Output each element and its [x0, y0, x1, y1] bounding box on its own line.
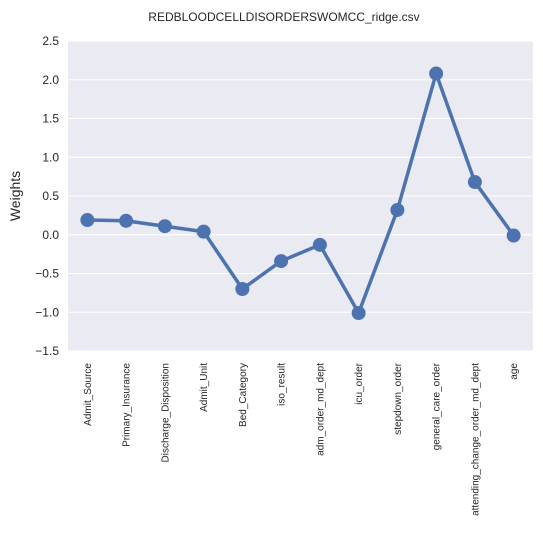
- data-point: [235, 282, 250, 296]
- data-point: [467, 175, 482, 190]
- x-tick-label: age: [509, 363, 520, 380]
- y-tick-label: 2.0: [42, 73, 59, 87]
- x-tick-label: stepdown_order: [393, 362, 404, 434]
- x-tick-label: Bed_Category: [238, 363, 249, 427]
- y-axis-label: Weights: [7, 171, 23, 221]
- grid: [68, 40, 533, 352]
- y-tick-label: 2.5: [42, 34, 59, 48]
- x-tick-label: iso_result: [277, 363, 288, 406]
- y-axis: −1.5 −1.0 −0.5 0.0 0.5 1.0 1.5 2.0 2.5: [35, 34, 59, 358]
- x-tick-label: adm_order_md_dept: [315, 363, 326, 456]
- y-tick-label: 1.5: [42, 112, 59, 126]
- data-point: [274, 254, 289, 269]
- data-point: [80, 213, 95, 228]
- y-tick-label: 0.0: [42, 228, 59, 242]
- data-point: [429, 66, 444, 81]
- data-point: [119, 213, 134, 228]
- data-point: [351, 306, 366, 321]
- data-point: [390, 202, 405, 217]
- x-tick-label: Admit_Source: [83, 363, 94, 426]
- data-point: [312, 237, 327, 252]
- x-tick-label: general_care_order: [432, 362, 443, 450]
- x-tick-label: attending_change_order_md_dept: [470, 363, 481, 516]
- data-point: [157, 219, 172, 234]
- y-tick-label: 0.5: [42, 189, 59, 203]
- y-tick-label: −1.0: [35, 305, 59, 319]
- y-tick-label: −1.5: [35, 344, 59, 358]
- y-tick-label: 1.0: [42, 150, 59, 164]
- x-tick-label: icu_order: [354, 362, 365, 404]
- x-axis: Admit_Source Primary_Insurance Discharge_D…: [83, 362, 520, 516]
- y-tick-label: −0.5: [35, 267, 59, 281]
- x-tick-label: Admit_Unit: [199, 363, 210, 412]
- x-tick-label: Discharge_Disposition: [160, 363, 171, 463]
- chart-title: REDBLOODCELLDISORDERSWOMCC_ridge.csv: [148, 10, 419, 24]
- x-tick-label: Primary_Insurance: [122, 363, 133, 447]
- data-point: [506, 228, 521, 243]
- data-point: [196, 224, 211, 239]
- series: [80, 66, 521, 321]
